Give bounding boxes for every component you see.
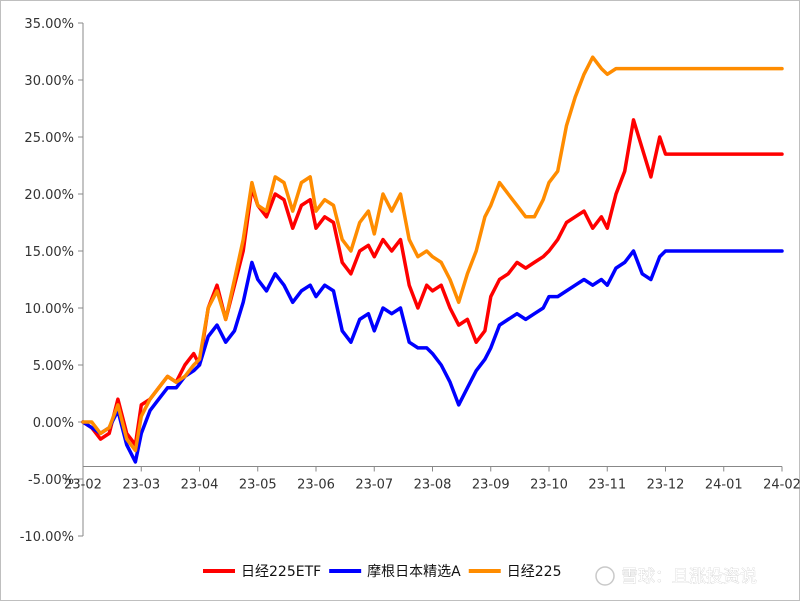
x-tick-label: 24-02 [763,477,800,492]
y-tick-label: 15.00% [24,245,74,260]
series-line-2 [81,249,784,464]
watermark: 雪球：且涨投资说 [595,566,757,587]
watermark-text: 雪球：且涨投资说 [621,567,757,587]
x-tick-label: 23-02 [64,477,102,492]
legend-label: 日经225 [507,564,562,580]
x-tick-label: 23-11 [588,477,626,492]
legend: 日经225ETF 摩根日本精选A 日经225 [203,563,561,580]
x-tick-label: 23-10 [530,477,568,492]
x-tick-label: 23-07 [355,477,393,492]
x-tick-label: 23-12 [647,477,685,492]
series-line-3 [81,55,784,453]
y-tick-label: 10.00% [24,302,74,317]
legend-label: 日经225ETF [241,564,321,580]
y-tick-label: 20.00% [24,188,74,203]
y-tick-label: -10.00% [20,530,74,545]
x-tick-label: 23-03 [122,477,160,492]
series-layer [81,55,784,464]
x-tick-label: 23-04 [181,477,219,492]
y-tick-label: 30.00% [24,74,74,89]
y-tick-label: 0.00% [33,416,74,431]
legend-label: 摩根日本精选A [367,563,461,580]
series-line-1 [81,118,784,447]
y-tick-label: 5.00% [33,359,74,374]
y-axis: 35.00% 30.00% 25.00% 20.00% 15.00% 10.00% 5.00… [20,17,84,545]
y-tick-label: 25.00% [24,131,74,146]
x-tick-label: 23-09 [472,477,510,492]
y-tick-label: 35.00% [24,17,74,32]
x-axis: 23-02 23-03 23-04 23-05 23-06 23-07 23-08 23-09… [64,465,800,492]
x-tick-label: 24-01 [705,477,743,492]
snowball-logo-icon [595,566,615,586]
x-tick-label: 23-08 [414,477,452,492]
x-tick-label: 23-05 [239,477,277,492]
x-tick-label: 23-06 [297,477,335,492]
y-tick-label: -5.00% [28,473,74,488]
